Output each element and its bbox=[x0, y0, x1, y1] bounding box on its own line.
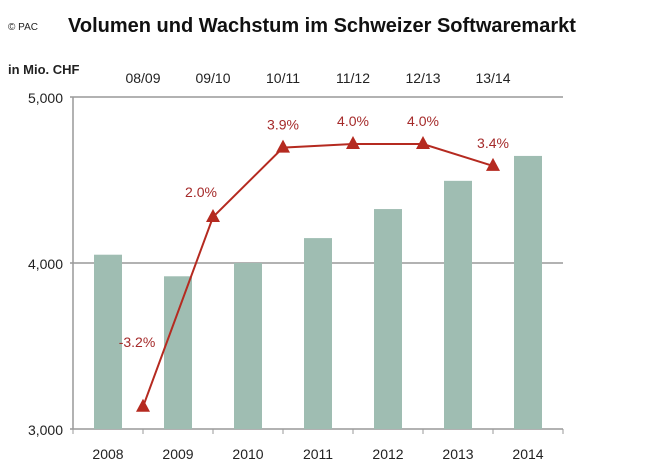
growth-line bbox=[142, 143, 494, 408]
y-tick-label: 3,000 bbox=[28, 422, 63, 438]
bar-2014 bbox=[514, 155, 542, 429]
source-label: © PAC bbox=[8, 22, 38, 33]
triangle-marker bbox=[346, 136, 360, 149]
period-label: 09/10 bbox=[195, 70, 230, 86]
triangle-marker bbox=[206, 209, 220, 222]
growth-data-label: -3.2% bbox=[119, 334, 156, 350]
bar-2013 bbox=[444, 180, 472, 429]
bar-2008 bbox=[94, 254, 122, 429]
triangle-marker bbox=[486, 157, 500, 171]
y-axis-label: in Mio. CHF bbox=[8, 62, 80, 77]
chart-title: Volumen und Wachstum im Schweizer Softwa… bbox=[68, 15, 576, 37]
triangle-marker bbox=[276, 139, 290, 153]
growth-data-label: 3.4% bbox=[477, 135, 509, 151]
x-tick-label: 2014 bbox=[512, 446, 543, 462]
triangle-marker bbox=[136, 398, 150, 412]
x-tick-label: 2011 bbox=[303, 446, 333, 462]
triangle-marker bbox=[416, 136, 430, 149]
growth-data-label: 2.0% bbox=[185, 184, 217, 200]
x-tick-label: 2013 bbox=[442, 446, 473, 462]
period-label: 11/12 bbox=[336, 70, 370, 86]
y-tick-label: 4,000 bbox=[28, 256, 63, 272]
x-tick-label: 2008 bbox=[92, 446, 123, 462]
x-tick-label: 2010 bbox=[232, 446, 263, 462]
period-label: 10/11 bbox=[266, 70, 300, 86]
bar-2009 bbox=[164, 276, 192, 429]
growth-data-label: 3.9% bbox=[267, 117, 299, 133]
growth-data-label: 4.0% bbox=[337, 113, 369, 129]
period-label: 12/13 bbox=[405, 70, 440, 86]
period-label: 13/14 bbox=[475, 70, 510, 86]
x-tick-label: 2009 bbox=[162, 446, 193, 462]
y-tick-label: 5,000 bbox=[28, 90, 63, 106]
growth-data-label: 4.0% bbox=[407, 113, 439, 129]
period-label: 08/09 bbox=[125, 70, 160, 86]
bar-2011 bbox=[304, 238, 332, 429]
x-tick-label: 2012 bbox=[372, 446, 403, 462]
bar-2012 bbox=[374, 209, 402, 429]
bar-2010 bbox=[234, 263, 262, 429]
